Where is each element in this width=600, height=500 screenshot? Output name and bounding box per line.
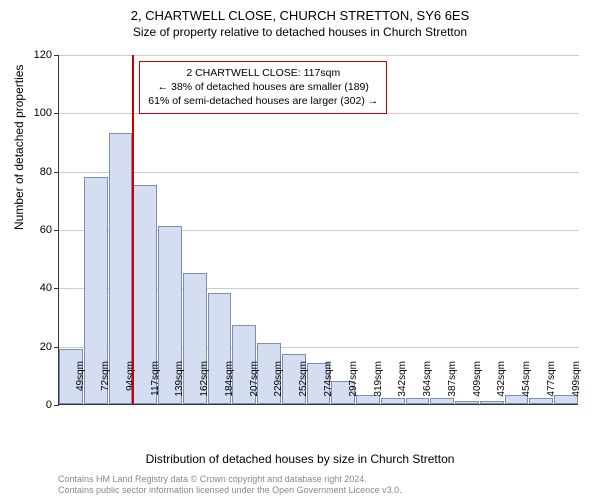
xtick-label: 454sqm: [521, 361, 532, 411]
xtick-label: 72sqm: [100, 361, 111, 411]
ytick-label: 40: [22, 282, 52, 294]
plot-area: 02040608010012049sqm72sqm94sqm117sqm139s…: [58, 55, 578, 405]
xtick-label: 252sqm: [298, 361, 309, 411]
gridline: [59, 172, 579, 173]
xtick-label: 184sqm: [224, 361, 235, 411]
annotation-line-3: 61% of semi-detached houses are larger (…: [148, 95, 378, 107]
ytick-label: 60: [22, 224, 52, 236]
xtick-label: 162sqm: [199, 361, 210, 411]
annotation-box: 2 CHARTWELL CLOSE: 117sqm ← 38% of detach…: [139, 61, 387, 114]
x-axis-label: Distribution of detached houses by size …: [0, 452, 600, 466]
ytick-mark: [54, 288, 59, 289]
ytick-mark: [54, 55, 59, 56]
gridline: [59, 55, 579, 56]
ytick-label: 80: [22, 166, 52, 178]
chart-container: 2, CHARTWELL CLOSE, CHURCH STRETTON, SY6…: [0, 0, 600, 500]
marker-line: [132, 55, 134, 405]
annotation-line-1: 2 CHARTWELL CLOSE: 117sqm: [186, 67, 340, 79]
annotation-line-2: ← 38% of detached houses are smaller (18…: [158, 81, 369, 93]
xtick-label: 297sqm: [348, 361, 359, 411]
xtick-label: 139sqm: [174, 361, 185, 411]
plot: 02040608010012049sqm72sqm94sqm117sqm139s…: [58, 55, 578, 405]
xtick-label: 229sqm: [273, 361, 284, 411]
chart-title: 2, CHARTWELL CLOSE, CHURCH STRETTON, SY6…: [0, 0, 600, 23]
ytick-label: 20: [22, 341, 52, 353]
ytick-label: 100: [22, 107, 52, 119]
footer-line-2: Contains public sector information licen…: [58, 485, 402, 495]
y-axis-label: Number of detached properties: [12, 65, 26, 230]
footer-attribution: Contains HM Land Registry data © Crown c…: [58, 474, 402, 496]
xtick-label: 274sqm: [323, 361, 334, 411]
xtick-label: 364sqm: [422, 361, 433, 411]
ytick-mark: [54, 347, 59, 348]
xtick-label: 409sqm: [472, 361, 483, 411]
ytick-mark: [54, 230, 59, 231]
xtick-label: 477sqm: [546, 361, 557, 411]
xtick-label: 207sqm: [249, 361, 260, 411]
ytick-mark: [54, 172, 59, 173]
chart-subtitle: Size of property relative to detached ho…: [0, 23, 600, 39]
ytick-mark: [54, 405, 59, 406]
ytick-label: 0: [22, 399, 52, 411]
xtick-label: 432sqm: [496, 361, 507, 411]
xtick-label: 499sqm: [571, 361, 582, 411]
xtick-label: 387sqm: [447, 361, 458, 411]
xtick-label: 319sqm: [373, 361, 384, 411]
footer-line-1: Contains HM Land Registry data © Crown c…: [58, 474, 367, 484]
xtick-label: 342sqm: [397, 361, 408, 411]
xtick-label: 49sqm: [75, 361, 86, 411]
ytick-label: 120: [22, 49, 52, 61]
xtick-label: 117sqm: [150, 361, 161, 411]
ytick-mark: [54, 113, 59, 114]
